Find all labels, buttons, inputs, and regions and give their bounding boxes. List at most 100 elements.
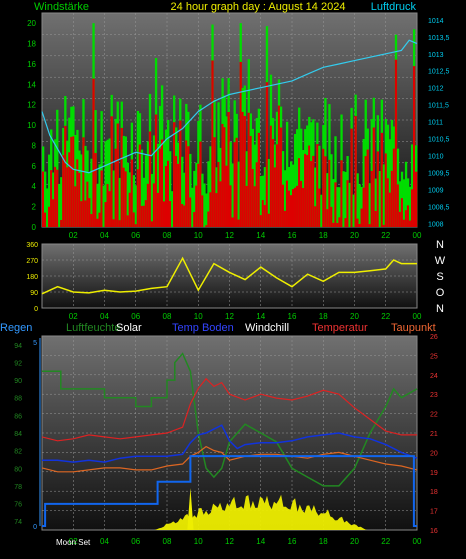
temperature-tick-label: 16 (430, 528, 438, 535)
wind-avg-bar (298, 158, 300, 227)
wind-avg-bar (80, 201, 82, 227)
humidity-tick-label: 92 (14, 360, 22, 367)
hour-tick-label: 18 (319, 312, 328, 321)
legend-luftfeuchte: Luftfeuchte (66, 322, 120, 334)
wind-avg-bar (197, 164, 199, 227)
hour-tick-label: 10 (194, 537, 203, 546)
hour-tick-label: 20 (350, 537, 359, 546)
wind-avg-bar (117, 124, 119, 227)
hour-tick-label: 12 (225, 231, 234, 240)
hour-tick-label: 04 (100, 537, 109, 546)
hour-tick-label: 16 (288, 312, 297, 321)
wind-avg-bar (113, 219, 115, 227)
wind-gust-bar (119, 178, 121, 227)
hour-tick-label: 14 (256, 231, 265, 240)
wind-avg-bar (183, 206, 185, 227)
wind-tick-label: 4 (32, 182, 37, 191)
wind-avg-bar (391, 171, 393, 227)
wind-avg-bar (86, 182, 88, 227)
wind-avg-bar (274, 167, 276, 227)
hour-tick-label: 02 (69, 312, 78, 321)
wind-avg-bar (318, 189, 320, 227)
wind-avg-bar (246, 186, 248, 227)
wind-avg-bar (314, 206, 316, 227)
wind-avg-bar (300, 181, 302, 227)
wind-avg-bar (385, 153, 387, 227)
wind-avg-bar (409, 221, 411, 227)
hour-tick-label: 10 (194, 312, 203, 321)
wind-avg-bar (109, 191, 111, 227)
wind-avg-bar (217, 162, 219, 227)
wind-avg-bar (161, 140, 163, 227)
pressure-tick-label: 1012 (428, 86, 444, 93)
wind-avg-bar (169, 201, 171, 227)
hour-tick-label: 06 (131, 231, 140, 240)
wind-avg-bar (375, 211, 377, 227)
legend-windchill: Windchill (245, 322, 289, 334)
direction-tick-label: 180 (26, 274, 38, 281)
wind-avg-bar (242, 112, 244, 227)
wind-avg-bar (367, 150, 369, 227)
wind-avg-bar (98, 213, 100, 227)
wind-avg-bar (371, 171, 373, 227)
pressure-axis-label: Luftdruck (371, 1, 417, 13)
wind-gust-bar (135, 185, 137, 227)
direction-tick-label: 0 (34, 306, 38, 313)
wind-avg-bar (405, 210, 407, 227)
temperature-tick-label: 20 (430, 450, 438, 457)
hour-tick-label: 14 (256, 312, 265, 321)
rain-tick-label: 5 (33, 340, 37, 347)
humidity-tick-label: 82 (14, 449, 22, 456)
wind-avg-bar (292, 189, 294, 227)
pressure-tick-label: 1009 (428, 188, 444, 195)
temperature-tick-label: 22 (430, 412, 438, 419)
wind-avg-bar (250, 136, 252, 227)
wind-avg-bar (143, 206, 145, 227)
wind-avg-bar (121, 128, 123, 227)
wind-avg-bar (403, 220, 405, 227)
pressure-tick-label: 1011,5 (428, 103, 449, 110)
wind-avg-bar (189, 197, 191, 227)
hour-tick-label: 00 (413, 231, 422, 240)
wind-avg-bar (248, 113, 250, 227)
hour-tick-label: 12 (225, 312, 234, 321)
wind-axis-label: Windstärke (34, 1, 89, 13)
wind-avg-bar (199, 142, 201, 227)
pressure-axis-ticks: 10081008,510091009,510101010,510111011,5… (428, 18, 450, 229)
wind-avg-bar (88, 198, 90, 227)
wind-avg-bar (141, 206, 143, 227)
wind-avg-bar (244, 116, 246, 227)
wind-tick-label: 12 (27, 101, 36, 110)
wind-avg-bar (284, 211, 286, 227)
humidity-tick-label: 84 (14, 431, 22, 438)
wind-avg-bar (268, 214, 270, 227)
compass-letter: W (435, 255, 446, 267)
wind-avg-bar (56, 170, 58, 227)
wind-avg-bar (179, 120, 181, 227)
pressure-tick-label: 1014 (428, 18, 444, 25)
hour-tick-label: 08 (163, 231, 172, 240)
hour-tick-label: 12 (225, 537, 234, 546)
wind-avg-bar (54, 167, 56, 227)
wind-gust-bar (191, 188, 193, 227)
wind-tick-label: 6 (32, 162, 37, 171)
wind-avg-bar (52, 199, 54, 227)
wind-avg-bar (70, 137, 72, 227)
direction-tick-label: 360 (26, 242, 38, 249)
wind-avg-bar (336, 223, 338, 227)
wind-avg-bar (100, 170, 102, 227)
wind-gust-bar (113, 170, 115, 227)
humidity-tick-label: 94 (14, 343, 22, 350)
wind-avg-bar (78, 173, 80, 227)
wind-avg-bar (270, 126, 272, 227)
wind-avg-bar (163, 201, 165, 227)
wind-avg-bar (42, 172, 44, 227)
hour-tick-label: 04 (100, 312, 109, 321)
wind-avg-bar (155, 114, 157, 227)
hour-tick-label: 16 (288, 537, 297, 546)
hour-tick-label: 20 (350, 312, 359, 321)
wind-avg-bar (219, 181, 221, 227)
